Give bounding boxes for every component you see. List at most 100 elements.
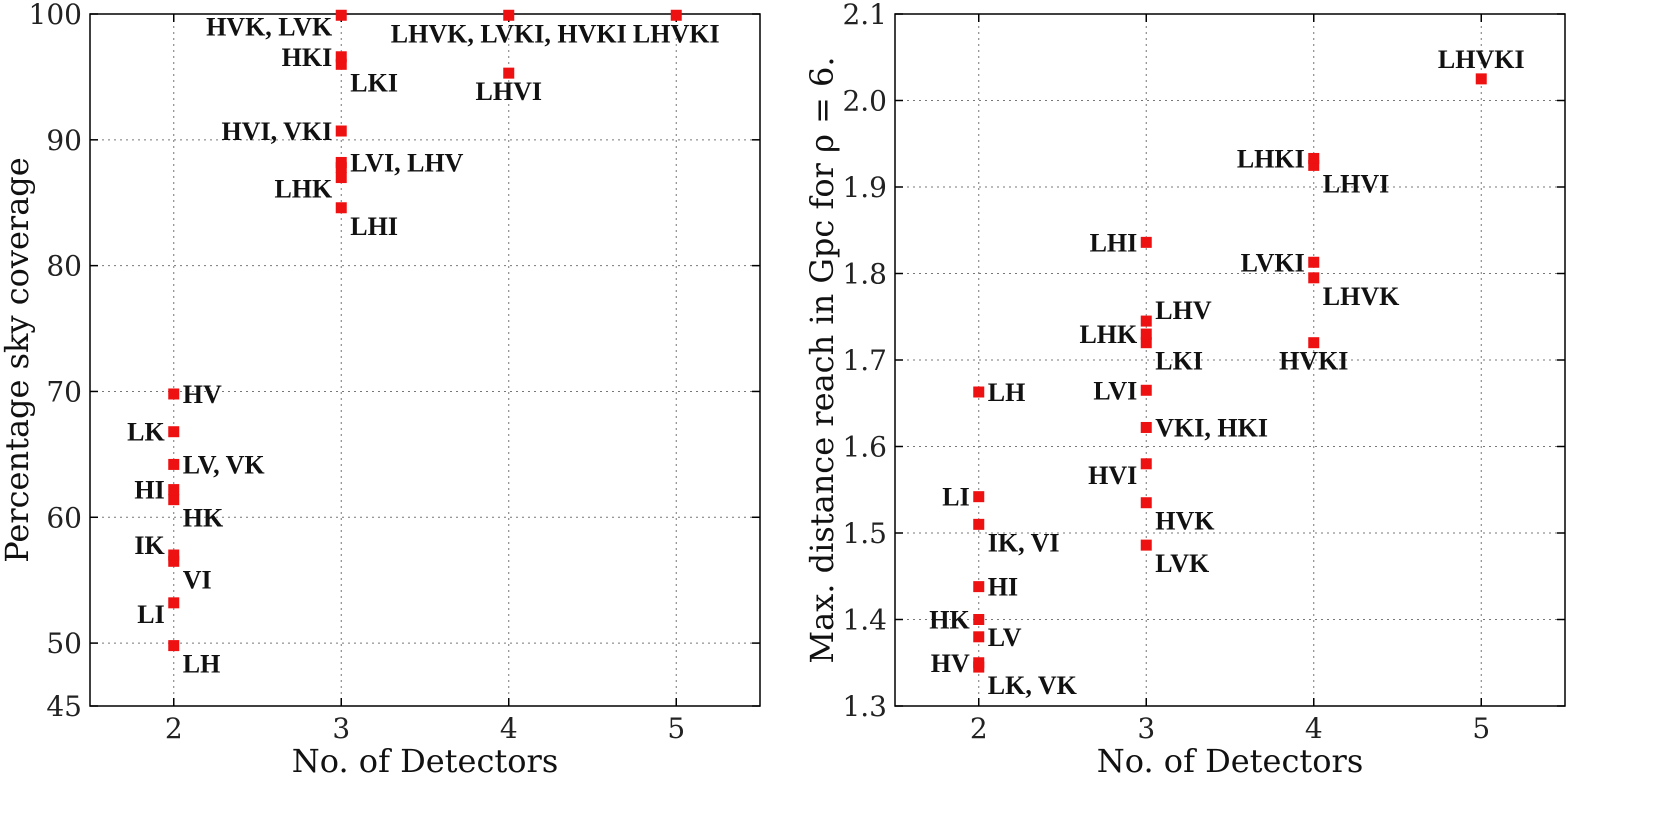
data-point-label: HVI, VKI — [221, 117, 332, 146]
data-point-marker — [335, 172, 347, 184]
data-point-label: LV — [988, 623, 1022, 652]
data-point-marker — [1140, 384, 1152, 396]
data-point-marker — [503, 67, 515, 79]
data-point-marker — [168, 640, 180, 652]
data-point-label: LKI — [1155, 347, 1203, 376]
data-point-label: HI — [134, 476, 164, 505]
data-point-marker — [973, 491, 985, 503]
x-tick-label: 2 — [165, 712, 183, 745]
data-point-label: LVI — [1093, 376, 1137, 405]
data-point-label: HVKI — [1279, 347, 1348, 376]
data-point-marker — [168, 549, 180, 561]
y-tick-label: 80 — [46, 250, 82, 283]
y-tick-label: 90 — [46, 124, 82, 157]
data-point-marker — [1140, 328, 1152, 340]
data-point-marker — [168, 458, 180, 470]
data-point-label: LVI, LHV — [350, 148, 463, 177]
data-point-marker — [1140, 315, 1152, 327]
data-point-label: LH — [183, 650, 221, 679]
data-point-label: HV — [183, 380, 222, 409]
data-point-marker — [973, 614, 985, 625]
data-point-marker — [973, 581, 985, 593]
data-point-label: HVK — [1155, 507, 1215, 536]
data-point-marker — [503, 9, 515, 21]
data-point-label: LHVKI — [633, 19, 720, 48]
data-point-label: LH — [988, 378, 1026, 407]
data-point-label: LK, VK — [988, 671, 1078, 700]
data-point-marker — [973, 518, 985, 530]
data-point-label: LV, VK — [183, 450, 266, 479]
y-tick-label: 100 — [29, 0, 82, 31]
data-point-marker — [1308, 337, 1320, 349]
x-tick-label: 4 — [1305, 712, 1323, 745]
x-tick-label: 5 — [667, 712, 685, 745]
y-tick-label: 1.9 — [842, 171, 887, 204]
data-point-marker — [1308, 159, 1320, 171]
data-point-label: VI — [183, 565, 212, 594]
data-point-marker — [1308, 256, 1320, 268]
data-point-label: LKI — [350, 68, 398, 97]
data-point-marker — [1308, 152, 1320, 164]
data-point-label: HV — [931, 649, 970, 678]
data-point-marker — [1140, 236, 1152, 248]
y-tick-label: 1.8 — [842, 258, 887, 291]
data-point-label: HVK, LVK — [206, 12, 333, 41]
data-point-label: HVI — [1088, 461, 1137, 490]
data-point-label: HK — [929, 606, 970, 635]
x-tick-label: 3 — [332, 712, 350, 745]
plot-frame — [89, 13, 761, 707]
y-tick-label: 1.3 — [842, 690, 887, 723]
data-point-label: LHVK, LVKI, HVKI — [391, 19, 627, 48]
data-point-marker — [168, 426, 180, 438]
data-point-label: LHVK — [1323, 282, 1400, 311]
data-point-marker — [670, 9, 682, 21]
y-tick-label: 1.4 — [842, 604, 887, 637]
x-tick-label: 3 — [1137, 712, 1155, 745]
data-point-label: HKI — [282, 43, 333, 72]
data-point-marker — [1140, 337, 1152, 349]
x-axis-label: No. of Detectors — [292, 742, 558, 780]
data-point-label: LI — [137, 600, 164, 629]
y-axis-label: Percentage sky coverage — [0, 157, 36, 562]
data-point-marker — [973, 386, 985, 398]
data-point-marker — [335, 51, 347, 63]
data-point-marker — [1140, 497, 1152, 509]
data-point-label: HI — [988, 573, 1018, 602]
data-point-label: LHVKI — [1438, 45, 1525, 74]
y-tick-label: 1.6 — [842, 431, 887, 464]
data-point-label: IK — [134, 531, 165, 560]
data-point-marker — [168, 484, 180, 496]
y-tick-label: 70 — [46, 375, 82, 408]
y-tick-label: 45 — [46, 690, 82, 723]
y-tick-label: 2.0 — [842, 85, 887, 118]
y-tick-label: 50 — [46, 627, 82, 660]
data-point-marker — [168, 494, 180, 506]
data-point-marker — [973, 631, 985, 643]
x-tick-label: 4 — [500, 712, 518, 745]
data-point-label: LHV — [1155, 296, 1212, 325]
data-point-label: IK, VI — [988, 528, 1060, 557]
data-point-label: HK — [183, 504, 224, 533]
data-point-marker — [1140, 421, 1152, 433]
data-point-label: LHK — [1079, 320, 1138, 349]
data-point-label: LHKI — [1237, 144, 1305, 173]
data-point-marker — [1475, 73, 1487, 85]
y-tick-label: 2.1 — [842, 0, 887, 31]
data-point-label: LVKI — [1241, 248, 1305, 277]
plot-frame — [894, 13, 1566, 707]
data-point-label: VKI, HKI — [1155, 413, 1268, 442]
data-point-label: LHI — [1090, 228, 1138, 257]
data-point-marker — [335, 202, 347, 214]
x-axis-label: No. of Detectors — [1097, 742, 1363, 780]
data-point-marker — [335, 9, 347, 21]
data-point-marker — [168, 388, 180, 400]
data-point-marker — [335, 58, 347, 70]
data-point-marker — [168, 597, 180, 609]
y-tick-label: 1.5 — [842, 517, 887, 550]
data-point-marker — [335, 161, 347, 173]
data-point-label: LVK — [1155, 549, 1210, 578]
data-point-label: LHI — [350, 212, 398, 241]
data-point-label: LHVI — [1323, 169, 1389, 198]
